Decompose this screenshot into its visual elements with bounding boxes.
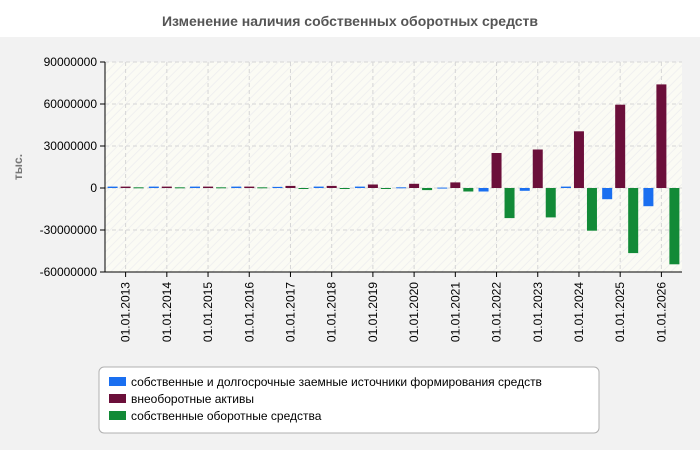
bar-series-2 (380, 188, 391, 189)
legend-box (98, 366, 600, 434)
legend-label-working-capital: собственные оборотные средства (131, 409, 322, 423)
y-tick-label: -60000000 (40, 265, 98, 279)
bar-series-2 (257, 187, 268, 189)
bar-series-2 (133, 187, 144, 189)
x-tick-label: 01.01.2013 (119, 282, 133, 342)
bar-series-1 (203, 186, 214, 188)
bar-series-0 (354, 186, 365, 188)
bar-series-2 (463, 188, 474, 192)
plot-area (105, 62, 682, 272)
bar-series-1 (615, 104, 626, 188)
bar-series-1 (367, 184, 378, 188)
legend-swatch-noncurrent-assets (109, 394, 126, 403)
bar-series-0 (478, 188, 489, 192)
bar-series-0 (272, 186, 283, 188)
bar-series-0 (396, 187, 407, 189)
bar-series-1 (491, 153, 502, 188)
bar-series-1 (285, 185, 296, 188)
bar-series-0 (190, 186, 201, 188)
bar-series-1 (450, 182, 461, 188)
bar-series-2 (216, 187, 227, 189)
bar-series-2 (628, 188, 639, 254)
bar-series-1 (326, 185, 337, 188)
x-tick-label: 01.01.2020 (407, 282, 421, 342)
x-tick-label: 01.01.2024 (572, 282, 586, 342)
x-tick-label: 01.01.2014 (160, 282, 174, 342)
axis-layer: 90000000 60000000 30000000 0 -30000000 -60000… (40, 55, 682, 342)
x-tick-label: 01.01.2015 (201, 282, 215, 342)
legend-swatch-working-capital (109, 411, 126, 420)
bar-series-2 (298, 188, 309, 189)
x-tick-label: 01.01.2019 (366, 282, 380, 342)
y-tick-label: 60000000 (44, 97, 98, 111)
bar-series-2 (669, 188, 680, 265)
y-tick-label: 90000000 (44, 55, 98, 69)
y-tick-label: -30000000 (40, 223, 98, 237)
bar-series-0 (107, 186, 118, 188)
legend: собственные и долгосрочные заемные источ… (98, 366, 600, 434)
bar-series-0 (519, 188, 530, 191)
bar-series-2 (422, 188, 433, 191)
bar-series-0 (643, 188, 654, 207)
x-tick-label: 01.01.2018 (325, 282, 339, 342)
x-tick-label: 01.01.2021 (448, 282, 462, 342)
bar-series-1 (573, 131, 584, 188)
bar-series-0 (313, 186, 324, 188)
bar-series-2 (504, 188, 515, 219)
y-tick-label: 0 (90, 181, 97, 195)
x-tick-label: 01.01.2023 (531, 282, 545, 342)
bar-series-0 (560, 186, 571, 188)
x-tick-label: 01.01.2022 (490, 282, 504, 342)
legend-label-noncurrent-assets: внеоборотные активы (131, 392, 254, 406)
bar-series-1 (161, 186, 172, 188)
bar-series-2 (339, 188, 350, 189)
bar-series-1 (656, 84, 667, 188)
bar-series-0 (148, 186, 159, 188)
bar-series-2 (545, 188, 556, 218)
bars-layer (107, 84, 680, 265)
bar-series-0 (437, 187, 448, 189)
legend-label-sources: собственные и долгосрочные заемные источ… (131, 375, 542, 389)
bar-series-1 (244, 186, 255, 188)
bar-series-2 (174, 187, 185, 189)
x-tick-label: 01.01.2026 (654, 282, 668, 342)
bar-series-1 (532, 149, 543, 188)
bar-series-1 (409, 183, 420, 188)
bar-series-0 (231, 186, 242, 188)
y-axis-label: тыс. (11, 154, 25, 180)
bar-series-1 (120, 186, 131, 188)
legend-swatch-sources (109, 377, 126, 386)
x-tick-label: 01.01.2025 (613, 282, 627, 342)
bar-series-2 (586, 188, 597, 231)
chart-title: Изменение наличия собственных оборотных … (162, 13, 538, 29)
x-tick-label: 01.01.2017 (283, 282, 297, 342)
y-tick-label: 30000000 (44, 139, 98, 153)
x-tick-label: 01.01.2016 (242, 282, 256, 342)
bar-series-0 (602, 188, 613, 200)
